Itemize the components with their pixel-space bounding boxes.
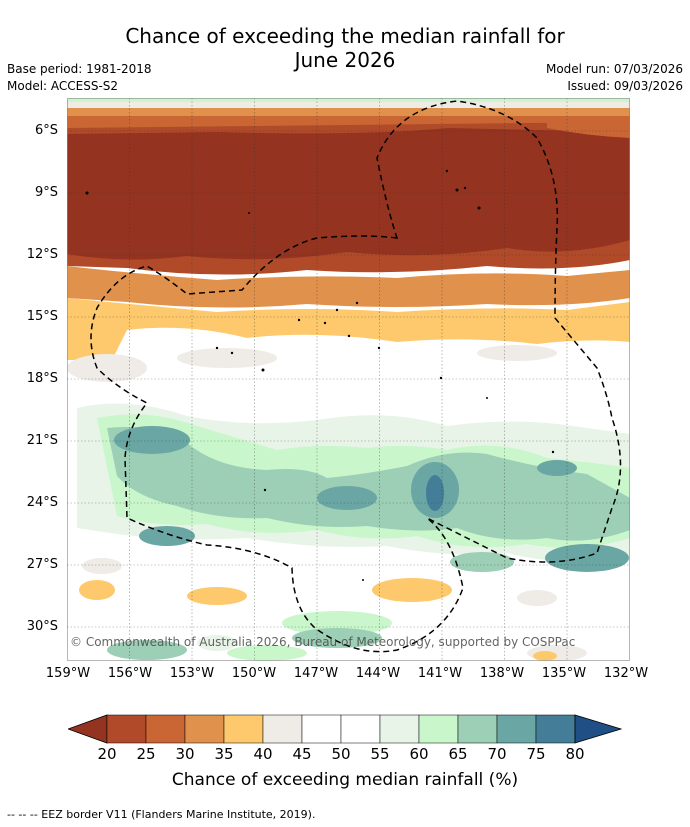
lat-label-18s: 18°S xyxy=(26,371,58,386)
colorbar-swatch-20-25 xyxy=(106,714,147,744)
title-line-1: Chance of exceeding the median rainfall … xyxy=(125,24,565,48)
colorbar-tick-65: 65 xyxy=(448,745,468,763)
lat-label-6s: 6°S xyxy=(34,123,58,138)
colorbar-tick-70: 70 xyxy=(487,745,507,763)
colorbar-swatch-55-60 xyxy=(379,714,420,744)
lon-label-138w: 138°W xyxy=(479,666,525,681)
colorbar-swatch-45-50 xyxy=(301,714,342,744)
graticule xyxy=(67,98,630,661)
colorbar-tick-45: 45 xyxy=(292,745,312,763)
lat-label-15s: 15°S xyxy=(26,309,58,324)
lat-label-27s: 27°S xyxy=(26,557,58,572)
colorbar-tick-75: 75 xyxy=(526,745,546,763)
colorbar-swatch-70-75 xyxy=(496,714,537,744)
eez-legend-note: -- -- -- EEZ border V11 (Flanders Marine… xyxy=(7,808,316,821)
colorbar-swatch-50-55 xyxy=(340,714,381,744)
lon-label-141w: 141°W xyxy=(417,666,463,681)
lon-label-135w: 135°W xyxy=(541,666,587,681)
rainfall-shading xyxy=(67,98,630,661)
colorbar-tick-40: 40 xyxy=(253,745,273,763)
colorbar-swatch-40-45 xyxy=(262,714,303,744)
base-period: Base period: 1981-2018 xyxy=(7,62,152,76)
colorbar-tick-20: 20 xyxy=(97,745,117,763)
colorbar-tick-55: 55 xyxy=(370,745,390,763)
colorbar-arrow-low xyxy=(68,714,108,744)
lon-label-144w: 144°W xyxy=(355,666,401,681)
colorbar-swatch-25-30 xyxy=(145,714,186,744)
lat-label-30s: 30°S xyxy=(26,619,58,634)
lat-label-24s: 24°S xyxy=(26,495,58,510)
map-frame xyxy=(67,98,630,661)
colorbar-tick-30: 30 xyxy=(175,745,195,763)
colorbar-tick-50: 50 xyxy=(331,745,351,763)
lat-label-21s: 21°S xyxy=(26,433,58,448)
rainfall-map: © Commonwealth of Australia 2026, Bureau… xyxy=(67,98,630,661)
map-title: Chance of exceeding the median rainfall … xyxy=(0,24,690,72)
colorbar-swatch-60-65 xyxy=(418,714,459,744)
colorbar-swatch-30-35 xyxy=(184,714,225,744)
lon-label-153w: 153°W xyxy=(169,666,215,681)
colorbar-tick-35: 35 xyxy=(214,745,234,763)
lat-label-9s: 9°S xyxy=(34,185,58,200)
lat-label-12s: 12°S xyxy=(26,247,58,262)
lon-label-156w: 156°W xyxy=(107,666,153,681)
colorbar-swatch-75-80 xyxy=(535,714,576,744)
title-line-2: June 2026 xyxy=(294,48,396,72)
islands xyxy=(85,169,555,581)
model-name: Model: ACCESS-S2 xyxy=(7,79,119,93)
colorbar-arrow-high xyxy=(574,714,622,744)
colorbar-tick-80: 80 xyxy=(565,745,585,763)
lon-label-159w: 159°W xyxy=(45,666,91,681)
lon-label-147w: 147°W xyxy=(293,666,339,681)
model-run: Model run: 07/03/2026 xyxy=(545,62,683,76)
colorbar-tick-25: 25 xyxy=(136,745,156,763)
colorbar xyxy=(68,714,622,744)
copyright-text: © Commonwealth of Australia 2026, Bureau… xyxy=(70,635,575,649)
colorbar-tick-60: 60 xyxy=(409,745,429,763)
lon-label-150w: 150°W xyxy=(231,666,277,681)
eez-border xyxy=(90,100,622,653)
lon-label-132w: 132°W xyxy=(603,666,649,681)
colorbar-swatch-65-70 xyxy=(457,714,498,744)
colorbar-swatch-35-40 xyxy=(223,714,264,744)
colorbar-label: Chance of exceeding median rainfall (%) xyxy=(171,770,519,790)
issued-date: Issued: 09/03/2026 xyxy=(567,79,683,93)
